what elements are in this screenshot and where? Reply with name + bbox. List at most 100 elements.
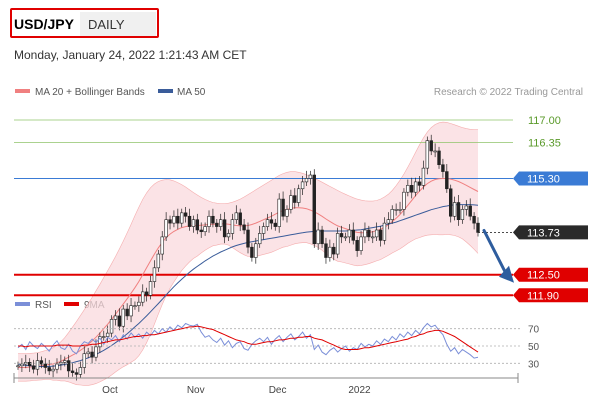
candle-body [144,291,149,296]
candle-body [374,229,379,238]
candle-body [86,351,90,355]
candle-body [133,305,137,307]
candle-body [335,233,340,255]
candle-body [394,209,398,211]
candle-body [246,229,250,248]
candle-body [417,181,422,186]
candle-body [141,291,145,303]
candle-body [191,219,196,227]
legend-ma50-swatch [158,89,173,93]
candle-body [452,202,457,217]
candle-body [168,219,172,224]
support-tag [513,288,588,303]
candle-body [433,150,437,153]
pair-title: USD/JPY [14,16,75,32]
candle-body [445,171,449,190]
level-label-117.00: 117.00 [528,115,561,127]
candle-body [382,222,387,241]
candle-body [234,212,239,220]
candle-body [273,222,277,227]
candle-body [378,229,383,241]
header-title-box [10,8,159,38]
candle-body [464,205,469,210]
month-label-Nov: Nov [187,385,205,396]
candle-body [199,229,203,233]
candle-body [51,368,55,372]
candle-body [320,229,324,245]
rsi-tick-50: 50 [528,342,540,353]
candle-body [164,219,168,238]
rsi-tick-70: 70 [528,325,540,336]
candle-body [242,224,246,231]
level-labels: 117.00 116.35 115.30 113.73 112.50 111.90 [513,115,588,303]
candle-body [332,246,336,255]
candle-body [261,226,266,234]
timeframe-label[interactable]: DAILY [88,17,125,32]
candle-body [456,202,461,220]
candle-body [183,212,188,217]
candle-body [39,360,44,365]
candle-body [402,191,406,210]
candle-body [82,353,86,368]
pivot-tag [513,171,588,186]
candle-body [449,188,453,217]
candle-body [31,365,36,370]
candle-body [215,222,219,227]
month-label-Dec: Dec [269,385,287,396]
candle-body [187,215,192,227]
candle-body [102,336,106,338]
last-price-tag [513,225,588,240]
level-label-116.35: 116.35 [528,137,561,149]
candle-body [78,367,83,375]
candle-body [90,351,94,358]
candle-body [180,212,184,224]
candle-body [129,305,133,317]
month-label-2022: 2022 [348,385,371,396]
candle-body [207,215,211,227]
candle-body [410,185,414,193]
candle-body [257,233,262,245]
candle-body [27,362,32,367]
legend-rsi-ma-swatch [64,302,79,306]
candle-body [406,185,410,193]
legend-rsi-label: RSI [35,300,52,311]
candle-body [219,219,223,227]
candle-body [441,164,445,172]
rsi-panel: 70 50 30 [14,322,540,370]
candle-body [386,219,391,224]
rsi-line [17,322,479,359]
candle-body [222,219,227,238]
candle-body [304,178,309,183]
candle-body [316,229,320,245]
candle-body [437,150,441,166]
candles [16,134,480,381]
candle-body [300,181,305,190]
candle-body [35,360,40,370]
credit: Research © 2022 Trading Central [434,87,583,98]
legend-rsi-swatch [15,302,30,306]
candle-body [328,246,332,258]
bollinger-lower-line [18,234,479,386]
candle-body [98,336,102,348]
level-label-112.50: 112.50 [527,270,560,282]
candle-body [226,233,231,238]
candle-body [16,365,20,368]
candle-body [460,209,465,220]
candle-body [355,240,359,251]
candle-body [55,363,59,370]
candle-body [254,243,258,258]
forecast-arrow-head [499,265,514,283]
candle-body [425,140,430,169]
legend-ma20-swatch [15,89,30,93]
candle-body [351,229,355,241]
candle-body [117,315,122,327]
candle-body [105,332,110,337]
candle-body [296,188,301,203]
candle-body [176,215,180,224]
candle-body [421,167,426,186]
month-label-Oct: Oct [102,385,118,396]
candle-body [94,346,98,358]
candle-body [289,195,293,210]
candle-body [74,372,79,375]
